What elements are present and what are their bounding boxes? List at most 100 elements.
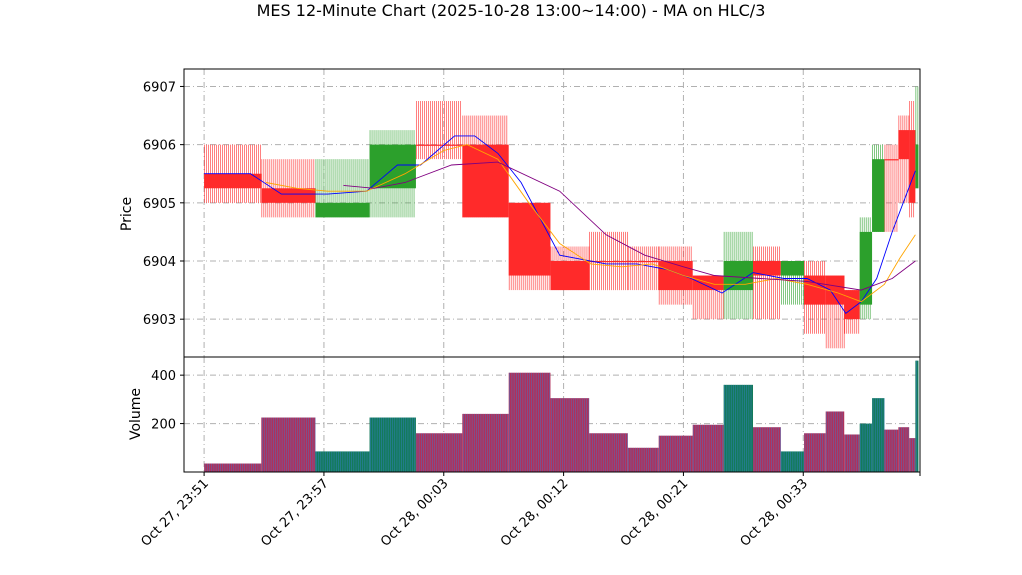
volume-bar bbox=[898, 427, 910, 472]
volume-axis-label: Volume bbox=[128, 388, 144, 440]
volume-bar-fill bbox=[261, 417, 316, 472]
volume-bar bbox=[369, 417, 416, 472]
price-tick-label: 6904 bbox=[143, 255, 176, 270]
volume-bar bbox=[780, 451, 805, 472]
volume-bar bbox=[415, 433, 463, 472]
volume-frame bbox=[183, 356, 921, 473]
price-bar bbox=[508, 202, 551, 291]
price-bar bbox=[859, 217, 873, 320]
volume-bar bbox=[261, 417, 316, 472]
volume-bar-fill bbox=[915, 360, 919, 472]
price-bar bbox=[804, 261, 826, 334]
price-bar bbox=[315, 159, 370, 218]
price-grid bbox=[184, 69, 921, 357]
volume-tick-label: 400 bbox=[151, 369, 176, 384]
price-axis-label: Price bbox=[119, 197, 135, 231]
price-bar-body bbox=[872, 159, 885, 232]
price-bar bbox=[658, 246, 693, 305]
price-bar bbox=[872, 144, 885, 232]
volume-bar bbox=[804, 433, 826, 472]
price-bar-body bbox=[909, 130, 916, 203]
price-bar-body bbox=[825, 275, 845, 305]
price-frame bbox=[183, 68, 921, 358]
price-bar-body bbox=[550, 261, 590, 291]
price-tick-label: 6903 bbox=[143, 313, 176, 328]
price-bar bbox=[898, 115, 910, 203]
price-bar-body bbox=[627, 261, 659, 263]
x-tick-label: Oct 28, 00:21 bbox=[618, 476, 691, 549]
volume-bar bbox=[872, 398, 885, 472]
volume-bar bbox=[723, 384, 754, 472]
volume-bar bbox=[462, 413, 509, 472]
price-tick-label: 6907 bbox=[143, 80, 176, 95]
volume-panel: 200 400 Volume bbox=[128, 356, 921, 473]
price-bar bbox=[462, 115, 509, 218]
volume-tick-label: 200 bbox=[151, 418, 176, 433]
price-bar bbox=[753, 246, 781, 320]
chart-title: MES 12-Minute Chart (2025-10-28 13:00~14… bbox=[257, 1, 766, 20]
moving-average-lines bbox=[204, 135, 916, 315]
volume-bar bbox=[315, 451, 370, 472]
volume-bar bbox=[627, 447, 659, 472]
x-tick-label: Oct 27, 23:57 bbox=[258, 476, 331, 549]
price-bar-body bbox=[753, 261, 781, 276]
volume-bar bbox=[915, 360, 919, 472]
volume-bar bbox=[550, 398, 590, 472]
price-bar bbox=[550, 246, 590, 291]
volume-bars bbox=[204, 360, 919, 472]
price-bar bbox=[369, 130, 416, 218]
moving-average-line bbox=[343, 161, 916, 291]
price-bar-body bbox=[261, 188, 316, 203]
volume-bar bbox=[589, 433, 628, 472]
price-bar-body bbox=[462, 144, 509, 218]
price-bar-body bbox=[369, 144, 416, 189]
price-tick-label: 6906 bbox=[143, 139, 176, 154]
moving-average-line bbox=[204, 135, 916, 315]
volume-bar bbox=[909, 438, 916, 472]
x-tick-label: Oct 28, 00:33 bbox=[738, 476, 811, 549]
x-axis-ticks: Oct 27, 23:51 Oct 27, 23:57 Oct 28, 00:03 O… bbox=[138, 472, 921, 550]
volume-bar-fill bbox=[204, 463, 262, 472]
volume-bar bbox=[859, 423, 873, 472]
price-bar-body bbox=[915, 144, 919, 189]
price-bar bbox=[825, 275, 845, 349]
volume-bar-fill bbox=[589, 433, 628, 472]
price-bar-body bbox=[415, 144, 463, 146]
volume-bar bbox=[884, 429, 899, 472]
volume-bar-fill bbox=[859, 423, 873, 472]
price-bar bbox=[415, 101, 463, 160]
volume-bar bbox=[658, 435, 693, 472]
volume-y-ticks: 200 400 bbox=[151, 369, 184, 433]
price-bar bbox=[909, 101, 916, 218]
price-bar-body bbox=[859, 231, 873, 305]
price-panel: 6903 6904 6905 6906 6907 Price bbox=[119, 68, 921, 358]
price-bar-body bbox=[204, 173, 262, 189]
price-bar bbox=[261, 159, 316, 218]
price-bar-body bbox=[589, 261, 628, 263]
price-bar bbox=[589, 231, 628, 291]
price-tick-label: 6905 bbox=[143, 197, 176, 212]
price-bar-body bbox=[804, 275, 826, 305]
price-bar-body bbox=[884, 159, 899, 161]
moving-average-line bbox=[265, 144, 916, 303]
volume-bar bbox=[844, 434, 860, 472]
price-bar bbox=[884, 144, 899, 232]
price-bar-body bbox=[780, 261, 805, 276]
volume-bar-fill bbox=[315, 451, 370, 472]
price-bar-body bbox=[658, 261, 693, 291]
volume-bar bbox=[692, 424, 724, 472]
volume-bar-fill bbox=[825, 411, 845, 472]
volume-bar-fill bbox=[872, 398, 885, 472]
volume-bar bbox=[753, 427, 781, 472]
price-bars bbox=[204, 86, 919, 349]
x-tick-label: Oct 28, 00:12 bbox=[498, 476, 571, 549]
price-bar-body bbox=[898, 130, 910, 160]
volume-bar bbox=[825, 411, 845, 472]
volume-bar-fill bbox=[723, 384, 754, 472]
volume-bar-fill bbox=[780, 451, 805, 472]
price-bar-body bbox=[508, 202, 551, 276]
volume-bar-fill bbox=[627, 447, 659, 472]
price-y-ticks: 6903 6904 6905 6906 6907 bbox=[143, 80, 184, 328]
price-bar bbox=[627, 246, 659, 291]
